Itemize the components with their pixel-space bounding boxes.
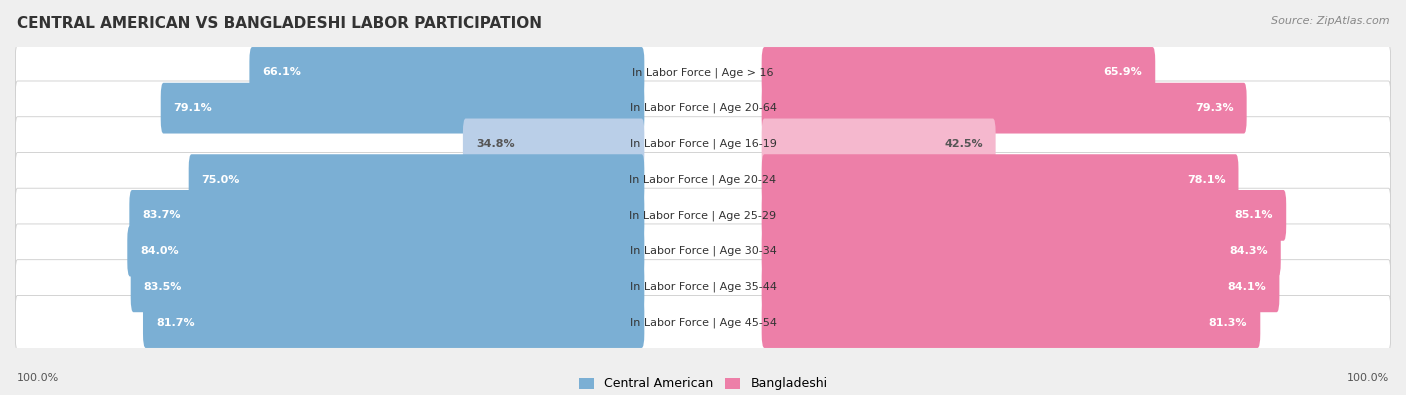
FancyBboxPatch shape: [463, 118, 644, 169]
Text: 78.1%: 78.1%: [1187, 175, 1226, 184]
Text: 100.0%: 100.0%: [1347, 373, 1389, 383]
FancyBboxPatch shape: [15, 81, 1391, 135]
FancyBboxPatch shape: [160, 83, 644, 134]
Text: 84.1%: 84.1%: [1227, 282, 1267, 292]
FancyBboxPatch shape: [762, 261, 1279, 312]
Text: In Labor Force | Age 16-19: In Labor Force | Age 16-19: [630, 139, 776, 149]
FancyBboxPatch shape: [143, 297, 644, 348]
Text: 84.3%: 84.3%: [1229, 246, 1268, 256]
Text: In Labor Force | Age 25-29: In Labor Force | Age 25-29: [630, 210, 776, 221]
Text: 81.7%: 81.7%: [156, 318, 194, 327]
FancyBboxPatch shape: [15, 224, 1391, 278]
Text: Source: ZipAtlas.com: Source: ZipAtlas.com: [1271, 16, 1389, 26]
Text: 81.3%: 81.3%: [1209, 318, 1247, 327]
FancyBboxPatch shape: [128, 226, 644, 276]
FancyBboxPatch shape: [15, 188, 1391, 243]
FancyBboxPatch shape: [762, 297, 1260, 348]
FancyBboxPatch shape: [762, 118, 995, 169]
FancyBboxPatch shape: [15, 152, 1391, 207]
Text: 85.1%: 85.1%: [1234, 211, 1274, 220]
Text: 79.1%: 79.1%: [174, 103, 212, 113]
FancyBboxPatch shape: [249, 47, 644, 98]
Text: 42.5%: 42.5%: [943, 139, 983, 149]
Text: 100.0%: 100.0%: [17, 373, 59, 383]
Text: 79.3%: 79.3%: [1195, 103, 1233, 113]
FancyBboxPatch shape: [762, 226, 1281, 276]
FancyBboxPatch shape: [131, 261, 644, 312]
FancyBboxPatch shape: [15, 260, 1391, 314]
FancyBboxPatch shape: [762, 154, 1239, 205]
Text: In Labor Force | Age 45-54: In Labor Force | Age 45-54: [630, 317, 776, 328]
Text: CENTRAL AMERICAN VS BANGLADESHI LABOR PARTICIPATION: CENTRAL AMERICAN VS BANGLADESHI LABOR PA…: [17, 16, 541, 31]
Text: In Labor Force | Age 20-24: In Labor Force | Age 20-24: [630, 174, 776, 185]
FancyBboxPatch shape: [762, 190, 1286, 241]
Text: 34.8%: 34.8%: [475, 139, 515, 149]
Text: In Labor Force | Age 35-44: In Labor Force | Age 35-44: [630, 282, 776, 292]
Text: 83.7%: 83.7%: [142, 211, 181, 220]
FancyBboxPatch shape: [762, 83, 1247, 134]
Text: 66.1%: 66.1%: [263, 68, 301, 77]
Text: 84.0%: 84.0%: [141, 246, 179, 256]
FancyBboxPatch shape: [15, 295, 1391, 350]
FancyBboxPatch shape: [15, 117, 1391, 171]
Text: In Labor Force | Age > 16: In Labor Force | Age > 16: [633, 67, 773, 78]
FancyBboxPatch shape: [129, 190, 644, 241]
Text: 83.5%: 83.5%: [143, 282, 181, 292]
FancyBboxPatch shape: [15, 45, 1391, 100]
Text: 75.0%: 75.0%: [201, 175, 240, 184]
Text: 65.9%: 65.9%: [1104, 68, 1142, 77]
Legend: Central American, Bangladeshi: Central American, Bangladeshi: [574, 372, 832, 395]
Text: In Labor Force | Age 30-34: In Labor Force | Age 30-34: [630, 246, 776, 256]
Text: In Labor Force | Age 20-64: In Labor Force | Age 20-64: [630, 103, 776, 113]
FancyBboxPatch shape: [762, 47, 1156, 98]
FancyBboxPatch shape: [188, 154, 644, 205]
